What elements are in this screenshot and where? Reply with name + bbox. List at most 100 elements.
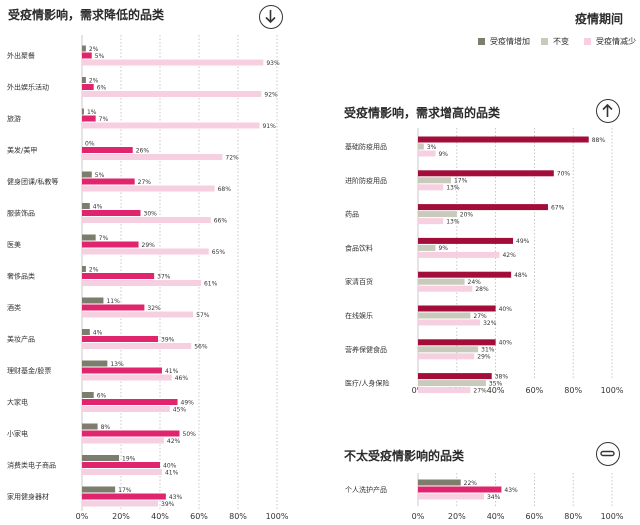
decrease-bar [82, 217, 211, 223]
minus-icon [596, 442, 620, 466]
decrease-tick-label: 40% [151, 512, 169, 521]
increase-bar [418, 136, 589, 143]
decrease-bar [82, 360, 108, 367]
decrease-data-label: 2% [89, 266, 99, 273]
decrease-bar [82, 374, 172, 381]
decrease-bar [82, 84, 94, 90]
increase-tick-label: 80% [564, 386, 582, 395]
decrease-bar [82, 392, 94, 398]
decrease-data-label: 8% [101, 424, 111, 431]
increase-category-label: 基础防疫用品 [345, 142, 387, 151]
decrease-bar [82, 469, 162, 475]
decrease-data-label: 42% [167, 438, 181, 445]
decrease-bar [82, 280, 201, 286]
decrease-data-label: 2% [89, 77, 99, 84]
decrease-bar [82, 423, 98, 430]
decrease-data-label: 57% [196, 312, 210, 319]
increase-bar [418, 319, 481, 326]
decrease-bar [82, 311, 194, 318]
decrease-bar [82, 486, 116, 493]
decrease-data-label: 40% [163, 462, 177, 469]
increase-bar [418, 204, 548, 211]
unaffected-data-label: 43% [504, 487, 518, 494]
decrease-data-label: 17% [118, 487, 132, 494]
decrease-bar [82, 178, 135, 185]
decrease-bar [82, 241, 139, 248]
decrease-data-label: 6% [97, 392, 107, 399]
increase-bar [418, 143, 424, 150]
increase-panel-title: 受疫情影响，需求增高的品类 [344, 106, 501, 120]
unaffected-data-label: 34% [487, 494, 501, 501]
unaffected-data-label: 22% [464, 480, 478, 487]
increase-bar [418, 251, 500, 258]
decrease-data-label: 7% [99, 235, 109, 242]
decrease-bar [82, 108, 84, 115]
decrease-category-label: 酒类 [7, 303, 21, 312]
decrease-tick-label: 60% [190, 512, 208, 521]
decrease-data-label: 92% [264, 91, 278, 98]
decrease-category-label: 医美 [7, 240, 21, 249]
increase-tick-label: 40% [487, 386, 505, 395]
unaffected-bar [418, 479, 461, 486]
increase-data-label: 28% [475, 286, 489, 293]
increase-data-label: 9% [438, 151, 448, 158]
increase-bar [418, 285, 473, 292]
unaffected-tick-label: 20% [448, 512, 466, 521]
increase-category-label: 营养保健食品 [345, 345, 387, 354]
decrease-data-label: 72% [225, 154, 239, 161]
decrease-data-label: 32% [147, 305, 161, 312]
decrease-bar [82, 234, 96, 241]
increase-data-label: 70% [557, 171, 571, 178]
increase-data-label: 29% [477, 354, 491, 361]
decrease-bar [82, 455, 120, 461]
decrease-data-label: 68% [218, 186, 232, 193]
increase-data-label: 17% [454, 178, 468, 185]
decrease-category-label: 消费类电子商品 [7, 461, 56, 470]
decrease-bar [82, 185, 215, 192]
decrease-category-label: 小家电 [7, 429, 28, 438]
decrease-bar [82, 399, 178, 405]
increase-data-label: 13% [446, 185, 460, 192]
arrow-down-icon [259, 5, 283, 29]
increase-category-label: 医疗/人身保险 [345, 379, 389, 388]
decrease-bar [82, 154, 223, 160]
decrease-bar [82, 297, 104, 304]
increase-bar [418, 305, 496, 312]
decrease-bar [82, 304, 145, 311]
decrease-data-label: 65% [212, 249, 226, 256]
decrease-category-label: 健身团课/私教等 [7, 177, 58, 186]
legend-item-decrease: 受疫情减少 [584, 36, 636, 47]
decrease-data-label: 30% [144, 210, 158, 217]
decrease-bar [82, 336, 159, 342]
legend-label-increase: 受疫情增加 [490, 37, 530, 46]
decrease-data-label: 93% [266, 60, 280, 67]
legend-item-unchanged: 不变 [541, 36, 569, 47]
increase-data-label: 40% [499, 306, 513, 313]
decrease-data-label: 6% [97, 84, 107, 91]
decrease-bar [82, 45, 86, 52]
decrease-bar [82, 210, 141, 216]
decrease-tick-label: 100% [266, 512, 289, 521]
increase-data-label: 27% [473, 387, 487, 394]
unaffected-tick-label: 100% [601, 512, 624, 521]
increase-data-label: 24% [468, 279, 482, 286]
decrease-tick-label: 80% [229, 512, 247, 521]
decrease-data-label: 61% [204, 280, 218, 287]
increase-data-label: 27% [473, 313, 487, 320]
unaffected-bar [418, 486, 502, 493]
decrease-data-label: 29% [142, 242, 156, 249]
decrease-data-label: 4% [93, 329, 103, 336]
increase-bar [418, 184, 444, 191]
decrease-data-label: 11% [106, 298, 120, 305]
decrease-panel-title: 受疫情影响，需求降低的品类 [8, 8, 165, 22]
decrease-data-label: 39% [161, 501, 175, 508]
increase-data-label: 42% [502, 252, 516, 259]
increase-bar [418, 353, 475, 360]
decrease-data-label: 26% [136, 147, 150, 154]
legend-swatch-decrease [584, 38, 591, 45]
unaffected-tick-label: 0% [412, 512, 425, 521]
decrease-bar [82, 77, 86, 83]
legend-label-unchanged: 不变 [553, 37, 569, 46]
increase-data-label: 38% [495, 373, 509, 380]
decrease-bar [82, 273, 155, 279]
